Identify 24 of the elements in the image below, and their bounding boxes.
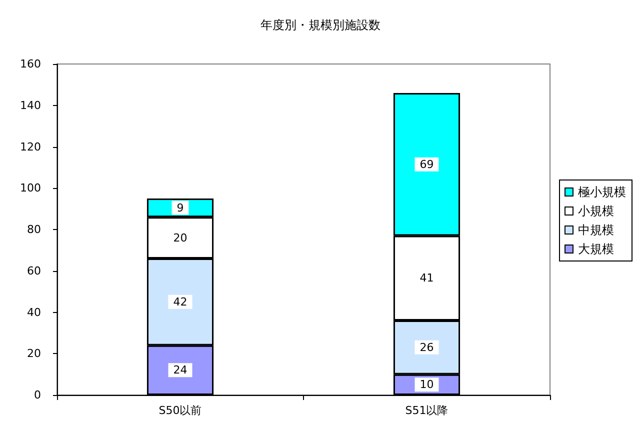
chart-title: 年度別・規模別施設数 bbox=[260, 18, 380, 32]
data-label: 20 bbox=[173, 231, 188, 244]
x-tick-label: S50以前 bbox=[158, 404, 202, 417]
y-tick-label: 100 bbox=[20, 182, 41, 195]
y-tick-label: 140 bbox=[20, 98, 41, 112]
data-label: 26 bbox=[420, 340, 434, 354]
legend-label: 大規模 bbox=[578, 242, 614, 256]
y-tick-label: 0 bbox=[34, 388, 41, 402]
data-label: 69 bbox=[420, 158, 434, 171]
y-tick-label: 120 bbox=[20, 140, 41, 154]
y-tick-label: 160 bbox=[20, 58, 41, 70]
y-tick-label: 60 bbox=[27, 264, 41, 278]
y-tick-label: 40 bbox=[27, 306, 41, 319]
y-tick-label: 80 bbox=[27, 223, 41, 236]
data-label: 24 bbox=[173, 364, 188, 377]
data-label: 42 bbox=[173, 295, 188, 308]
y-tick-label: 20 bbox=[27, 347, 41, 360]
data-label: 10 bbox=[420, 378, 434, 392]
legend-label: 小規模 bbox=[578, 204, 614, 218]
legend-label: 極小規模 bbox=[578, 185, 626, 199]
legend-label: 中規模 bbox=[578, 223, 614, 237]
x-tick-label: S51以降 bbox=[405, 404, 448, 417]
data-label: 41 bbox=[420, 272, 434, 285]
data-label: 9 bbox=[176, 201, 184, 214]
